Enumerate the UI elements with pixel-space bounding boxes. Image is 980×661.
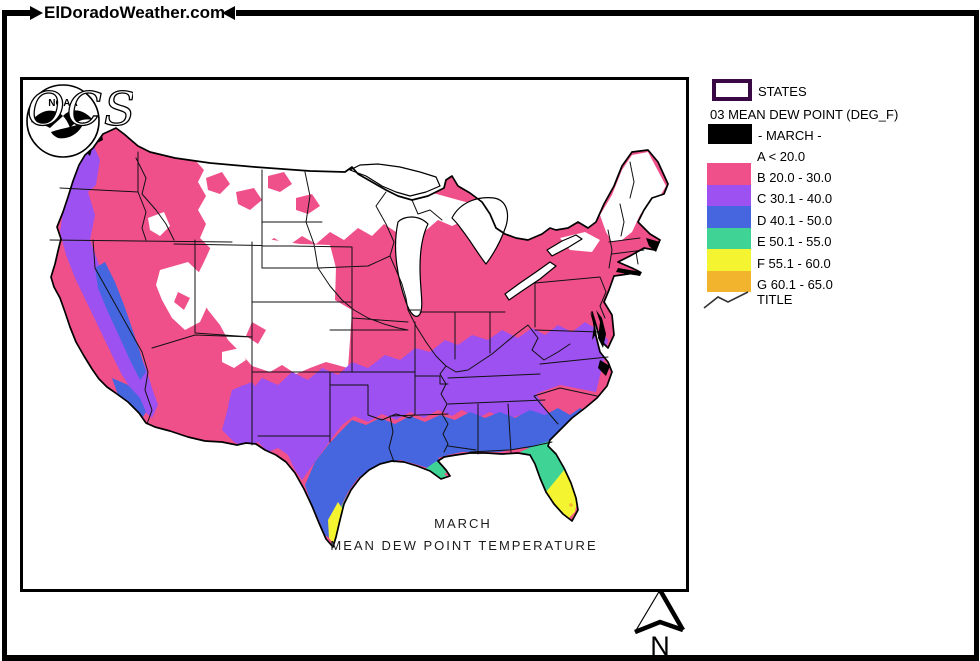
legend-period-label: - MARCH - [758, 128, 822, 143]
legend-title-line-icon [703, 291, 749, 309]
ocs-text: OCS [27, 82, 133, 136]
noaa-logo: NOAA [26, 84, 100, 158]
north-arrow: N [634, 588, 685, 661]
legend-swatch-b [707, 163, 751, 185]
frame-top-right-segment [236, 10, 979, 16]
legend-entry-b: B 20.0 - 30.0 [757, 170, 832, 185]
north-label: N [650, 631, 670, 661]
legend-entry-a: A < 20.0 [757, 149, 806, 164]
map-frame: MARCH MEAN DEW POINT TEMPERATURE NOAA OC… [20, 77, 689, 592]
frame-right [974, 10, 979, 660]
lake-superior [349, 163, 441, 197]
legend-swatch-d [707, 206, 751, 228]
us-dewpoint-map [49, 127, 669, 548]
state-borders [49, 151, 645, 463]
dewpoint-bands [51, 128, 668, 547]
legend-march-swatch [708, 124, 752, 144]
site-watermark-link[interactable]: ElDoradoWeather.com [44, 3, 226, 22]
lake-ontario [546, 234, 583, 257]
us-outline [50, 127, 669, 548]
frame-left [2, 10, 7, 660]
legend-layer-title: 03 MEAN DEW POINT (DEG_F) [710, 107, 899, 122]
band-lt20-newengland [600, 152, 666, 242]
map-title-line1: MARCH [434, 516, 492, 531]
left-arrow-icon [222, 6, 235, 20]
frame-bottom [2, 655, 979, 661]
ocs-logo: OCS [26, 81, 133, 136]
legend-states-swatch [712, 79, 752, 101]
band-lt20-rockies [196, 238, 352, 374]
legend-entry-f: F 55.1 - 60.0 [757, 256, 831, 271]
band-lt20-north [195, 160, 480, 248]
map-title-line2: MEAN DEW POINT TEMPERATURE [330, 538, 598, 553]
legend-swatch-e [707, 227, 751, 249]
legend-swatch-c [707, 184, 751, 206]
noaa-text: NOAA [48, 98, 77, 109]
band-40-50-south [305, 398, 596, 540]
legend-states-label: STATES [758, 84, 807, 99]
legend-entry-d: D 40.1 - 50.0 [757, 213, 833, 228]
right-arrow-icon [30, 6, 43, 20]
legend-swatch-f [707, 249, 751, 271]
legend-swatch-g [707, 270, 751, 292]
legend-entry-g: G 60.1 - 65.0 [757, 277, 833, 292]
legend-title-row-label: TITLE [757, 292, 793, 307]
lake-huron [451, 197, 509, 265]
legend-entry-c: C 30.1 - 40.0 [757, 191, 833, 206]
lake-erie [504, 261, 557, 301]
legend-entry-e: E 50.1 - 55.0 [757, 234, 832, 249]
frame-top-left-segment [2, 10, 30, 16]
coastal-details [590, 238, 660, 376]
